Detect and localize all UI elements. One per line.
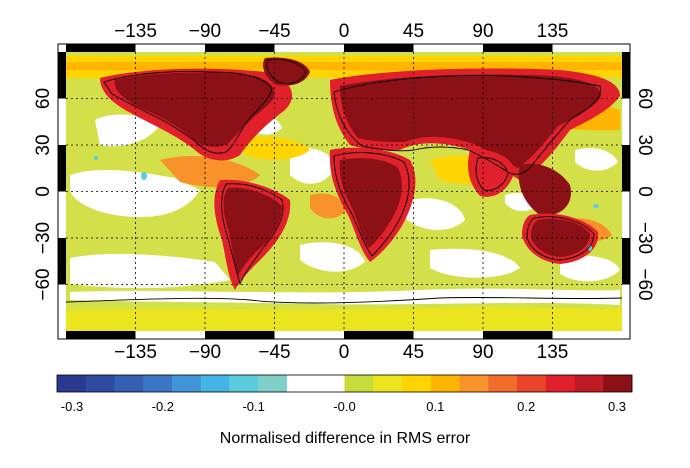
colorbar-swatch (344, 375, 374, 392)
latitude-tick-label: 60 (33, 88, 54, 109)
colorbar-frame (56, 374, 633, 393)
latitude-tick-label: −30 (33, 222, 54, 254)
colorbar-swatch (114, 375, 144, 392)
colorbar-swatch (258, 375, 288, 392)
frame-bottom-border (66, 331, 553, 339)
strong-positive-areas (100, 57, 620, 290)
colorbar-tick-label: 0.2 (517, 399, 535, 414)
colorbar-swatch (402, 375, 432, 392)
longitude-tick-label: 0 (339, 342, 350, 363)
latitude-tick-label: −60 (634, 268, 655, 300)
frame-segment (344, 331, 414, 339)
frame-segment (58, 145, 66, 192)
longitude-tick-label: 45 (403, 21, 424, 42)
longitude-tick-label: 45 (403, 342, 424, 363)
latitude-tick-label: 60 (634, 88, 655, 109)
colorbar-title: Normalised difference in RMS error (220, 430, 471, 447)
frame-segment (205, 44, 275, 52)
frame-right-border (622, 52, 630, 285)
latitude-tick-label: 30 (33, 134, 54, 155)
latitude-tick-label: 0 (634, 186, 655, 197)
longitude-tick-label: −135 (114, 21, 157, 42)
colorbar-tick-label: -0.2 (152, 399, 174, 414)
frame-segment (344, 44, 414, 52)
colorbar-swatch (430, 375, 460, 392)
colorbar-tick-label: -0.0 (333, 399, 355, 414)
longitude-tick-label: −45 (258, 342, 290, 363)
frame-segment (58, 52, 66, 99)
frame-segment (483, 44, 553, 52)
coastlines (66, 59, 622, 304)
longitude-tick-label: −45 (258, 21, 290, 42)
longitude-tick-label: −135 (114, 342, 157, 363)
frame-segment (66, 44, 136, 52)
colorbar-swatch (488, 375, 518, 392)
longitude-tick-label: 90 (472, 342, 493, 363)
negative-spots (94, 156, 599, 251)
longitude-tick-label: 135 (537, 21, 569, 42)
colorbar-swatch (57, 375, 87, 392)
latitude-labels-left: 60 30 0 −30 −60 (33, 88, 54, 301)
frame-segment (205, 331, 275, 339)
colorbar-swatch (459, 375, 489, 392)
longitude-tick-label: 90 (472, 21, 493, 42)
colorbar (56, 374, 633, 393)
colorbar-swatch (517, 375, 547, 392)
colorbar-swatch (229, 375, 259, 392)
anomaly-field (66, 52, 622, 331)
colorbar-swatch (85, 375, 115, 392)
colorbar-swatch (287, 375, 317, 392)
latitude-labels-right: 60 30 0 −30 −60 (634, 88, 655, 301)
near-zero-areas (70, 114, 620, 305)
latitude-tick-label: 30 (634, 134, 655, 155)
colorbar-tick-labels: -0.3 -0.2 -0.1 -0.0 0.1 0.2 0.3 (61, 399, 626, 414)
colorbar-swatch (545, 375, 575, 392)
colorbar-tick-label: -0.1 (242, 399, 264, 414)
latitude-tick-label: 0 (33, 186, 54, 197)
colorbar-tick-label: 0.1 (426, 399, 444, 414)
longitude-tick-label: −90 (189, 21, 221, 42)
gridlines (66, 52, 622, 331)
frame-segment (483, 331, 553, 339)
colorbar-swatch (603, 375, 633, 392)
latitude-tick-label: −30 (634, 222, 655, 254)
colorbar-swatch (373, 375, 403, 392)
longitude-tick-label: −90 (189, 342, 221, 363)
colorbar-swatch (143, 375, 173, 392)
frame-segment (58, 238, 66, 285)
colorbar-swatch (574, 375, 604, 392)
frame-segment (622, 238, 630, 285)
longitude-tick-label: 135 (537, 342, 569, 363)
frame-segment (66, 331, 136, 339)
colorbar-swatch (200, 375, 230, 392)
longitude-labels-bottom: −135 −90 −45 0 45 90 135 (114, 342, 568, 363)
frame-top-border (66, 44, 553, 52)
colorbar-swatch (315, 375, 345, 392)
colorbar-tick-label: 0.3 (608, 399, 626, 414)
frame-segment (622, 52, 630, 99)
colorbar-tick-label: -0.3 (61, 399, 83, 414)
longitude-labels-top: −135 −90 −45 0 45 90 135 (114, 21, 568, 42)
colorbar-swatch (172, 375, 202, 392)
latitude-tick-label: −60 (33, 268, 54, 300)
longitude-tick-label: 0 (339, 21, 350, 42)
frame-segment (622, 145, 630, 192)
frame-left-border (58, 52, 66, 285)
